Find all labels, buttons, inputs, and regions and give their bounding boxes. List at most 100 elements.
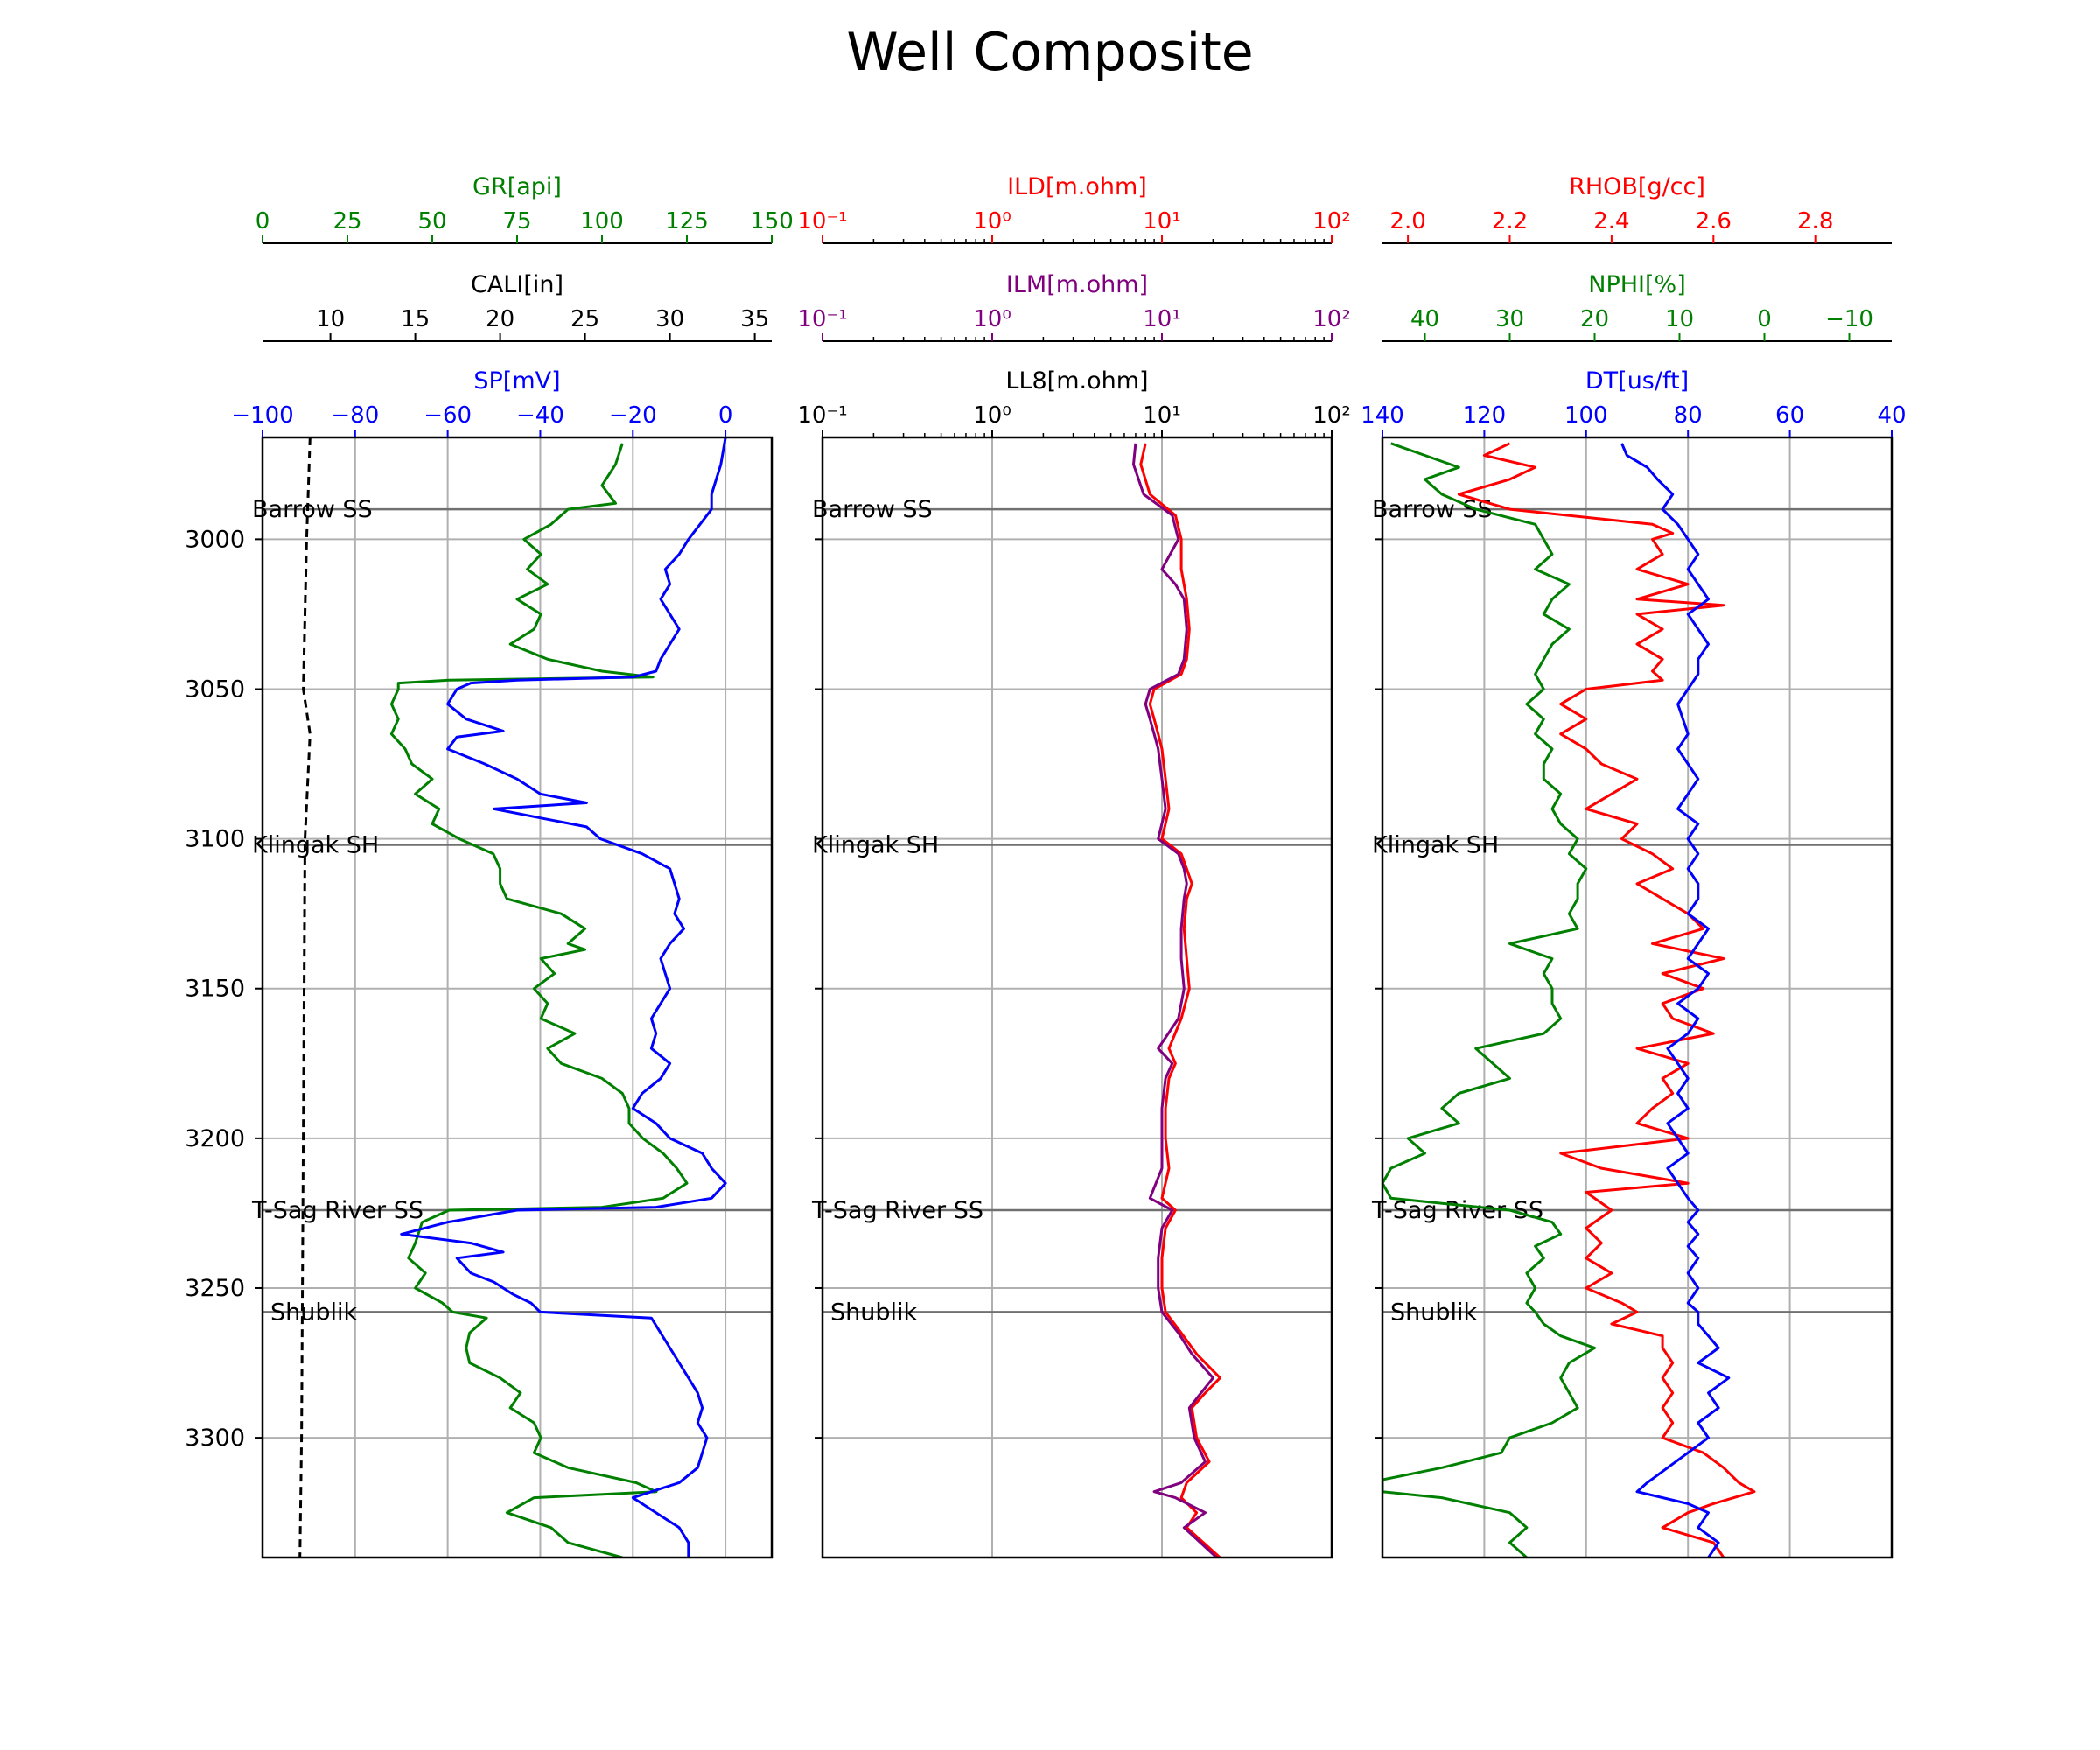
axis-tick-label: 10⁻¹ xyxy=(797,306,847,332)
axis-tick-label: 25 xyxy=(332,208,361,234)
track-2: Barrow SS Klingak SH T-Sag River SS Shublik… xyxy=(797,173,1351,1559)
axis-tick-label: 125 xyxy=(665,208,709,234)
axis-tick-label: 10⁻¹ xyxy=(797,208,847,234)
axis-tick-label: 20 xyxy=(486,306,514,332)
axis-tick-label: 2.8 xyxy=(1797,208,1833,234)
axis-tick-label: 2.0 xyxy=(1390,208,1425,234)
axis-title: ILD[m.ohm] xyxy=(1007,173,1147,200)
plot-layer: Barrow SS Klingak SH T-Sag River SS Shublik… xyxy=(185,173,1907,1559)
top-axis-dt: 140 120 100 80 60 40 DT[us/ft] xyxy=(1361,368,1907,438)
axis-tick-label: 30 xyxy=(1495,306,1524,332)
formation-top-label: Shublik xyxy=(1390,1298,1478,1326)
axis-tick-label: 25 xyxy=(570,306,599,332)
axis-tick-label: −100 xyxy=(231,402,293,429)
axis-tick-label: 10 xyxy=(1665,306,1694,332)
curve-cali xyxy=(298,438,312,1558)
axis-tick-label: 10² xyxy=(1312,306,1351,332)
axis-tick-label: 0 xyxy=(1757,306,1772,332)
axis-tick-label: −10 xyxy=(1825,306,1873,332)
depth-tick-label: 3250 xyxy=(185,1275,245,1302)
axis-tick-label: 2.4 xyxy=(1593,208,1629,234)
track-3: Barrow SS Klingak SH T-Sag River SS Shublik… xyxy=(1361,173,1907,1559)
axis-tick-label: 2.6 xyxy=(1696,208,1732,234)
axis-title: RHOB[g/cc] xyxy=(1569,173,1705,200)
axis-tick-label: 10 xyxy=(316,306,345,332)
top-axis-ild: 10⁻¹ 10⁰ 10¹ 10² ILD[m.ohm] xyxy=(797,173,1351,244)
figure-title: Well Composite xyxy=(846,22,1253,83)
axis-tick-label: 10⁰ xyxy=(973,208,1012,234)
axis-title: CALI[in] xyxy=(471,271,564,298)
formation-top-label: Shublik xyxy=(830,1298,918,1326)
track-curves xyxy=(1382,442,1756,1558)
depth-tick-label: 3100 xyxy=(185,826,245,853)
axis-tick-label: 10⁻¹ xyxy=(797,402,847,429)
formation-top-label: Shublik xyxy=(270,1298,358,1326)
curve-sp xyxy=(400,438,727,1558)
formation-top-label: Barrow SS xyxy=(252,496,373,523)
formation-top-label: T-Sag River SS xyxy=(811,1197,984,1224)
depth-tick-label: 3050 xyxy=(185,676,245,703)
axis-tick-label: 10¹ xyxy=(1143,208,1181,234)
axis-tick-label: −20 xyxy=(609,402,657,429)
formation-top-label: T-Sag River SS xyxy=(251,1197,424,1224)
axis-tick-label: 0 xyxy=(718,402,733,429)
axis-tick-label: 0 xyxy=(256,208,270,234)
curve-nphi xyxy=(1382,442,1596,1558)
axis-tick-label: 10¹ xyxy=(1143,306,1181,332)
axis-tick-label: 60 xyxy=(1775,402,1804,429)
axis-tick-label: 150 xyxy=(750,208,794,234)
axis-tick-label: 10² xyxy=(1312,402,1351,429)
formation-top-label: Klingak SH xyxy=(812,831,939,858)
formation-top-label: Barrow SS xyxy=(1372,496,1493,523)
axis-tick-label: 10⁰ xyxy=(973,402,1012,429)
top-axis-gr: 0 25 50 75 100 125 150 GR[api] xyxy=(256,173,794,244)
track-curves xyxy=(298,438,727,1558)
top-axis-cali: 10 15 20 25 30 35 CALI[in] xyxy=(262,271,772,342)
axis-tick-label: 35 xyxy=(740,306,769,332)
formation-top-label: T-Sag River SS xyxy=(1371,1197,1544,1224)
axis-tick-label: 75 xyxy=(502,208,531,234)
curve-dt xyxy=(1620,443,1731,1558)
axis-tick-label: −80 xyxy=(331,402,379,429)
axis-tick-label: 30 xyxy=(655,306,684,332)
axis-title: GR[api] xyxy=(472,173,562,200)
axis-title: DT[us/ft] xyxy=(1586,368,1689,395)
axis-tick-label: 10⁰ xyxy=(973,306,1012,332)
axis-tick-label: 10¹ xyxy=(1143,402,1181,429)
curve-ild xyxy=(1139,443,1222,1558)
formation-top-label: Klingak SH xyxy=(1372,831,1499,858)
track-curves xyxy=(1132,443,1222,1558)
axis-tick-label: 20 xyxy=(1580,306,1609,332)
axis-tick-label: 100 xyxy=(1564,402,1608,429)
axis-tick-label: 15 xyxy=(401,306,430,332)
axis-tick-label: 10² xyxy=(1312,208,1351,234)
axis-tick-label: 80 xyxy=(1674,402,1703,429)
axis-tick-label: 50 xyxy=(417,208,446,234)
axis-tick-label: 40 xyxy=(1410,306,1439,332)
axis-title: ILM[m.ohm] xyxy=(1006,271,1148,298)
formation-top-label: Barrow SS xyxy=(812,496,933,523)
depth-tick-label: 3300 xyxy=(185,1424,245,1452)
top-axis-ilm: 10⁻¹ 10⁰ 10¹ 10² ILM[m.ohm] xyxy=(797,271,1351,342)
curve-ilm xyxy=(1132,443,1218,1558)
axis-tick-label: −60 xyxy=(424,402,472,429)
axis-tick-label: 140 xyxy=(1361,402,1404,429)
formation-top-label: Klingak SH xyxy=(252,831,379,858)
axis-tick-label: 100 xyxy=(580,208,624,234)
axis-title: NPHI[%] xyxy=(1588,271,1685,298)
axis-tick-label: 120 xyxy=(1463,402,1507,429)
top-axis-ll8: 10⁻¹ 10⁰ 10¹ 10² LL8[m.ohm] xyxy=(797,368,1351,438)
top-axis-nphi: 40 30 20 10 0 −10 NPHI[%] xyxy=(1382,271,1892,342)
axis-title: LL8[m.ohm] xyxy=(1005,368,1148,395)
axis-tick-label: −40 xyxy=(516,402,564,429)
track-1: Barrow SS Klingak SH T-Sag River SS Shublik… xyxy=(185,173,794,1559)
top-axis-rhob: 2.0 2.2 2.4 2.6 2.8 RHOB[g/cc] xyxy=(1382,173,1892,244)
depth-tick-label: 3200 xyxy=(185,1125,245,1152)
depth-tick-label: 3000 xyxy=(185,526,245,553)
axis-tick-label: 2.2 xyxy=(1492,208,1528,234)
curve-gr xyxy=(389,443,689,1558)
depth-tick-label: 3150 xyxy=(185,976,245,1003)
top-axis-sp: −100 −80 −60 −40 −20 0 SP[mV] xyxy=(231,368,772,438)
